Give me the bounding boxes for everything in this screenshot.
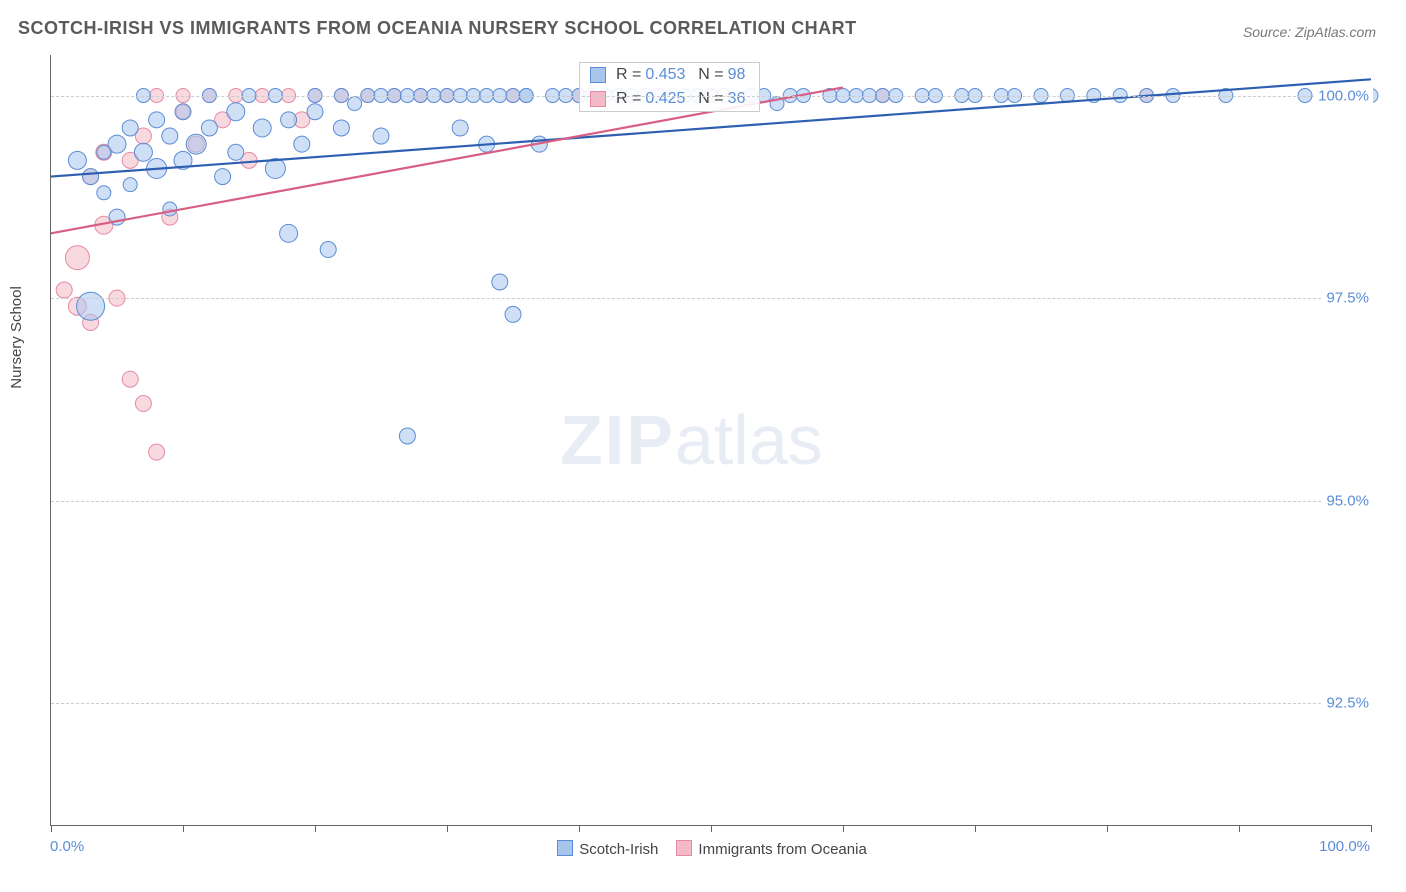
stats-r-value: 0.425	[645, 90, 685, 108]
x-tick	[51, 825, 52, 832]
data-point-oceania	[56, 282, 72, 298]
stats-n-label: N =	[698, 90, 723, 108]
data-point-scotch_irish	[162, 128, 178, 144]
y-tick-label: 95.0%	[1322, 492, 1373, 509]
data-point-oceania	[135, 396, 151, 412]
data-point-scotch_irish	[175, 104, 191, 120]
data-point-scotch_irish	[134, 143, 152, 161]
x-tick	[975, 825, 976, 832]
data-point-scotch_irish	[149, 112, 165, 128]
legend-swatch-scotch_irish-icon	[590, 67, 606, 83]
data-point-scotch_irish	[68, 151, 86, 169]
x-tick	[315, 825, 316, 832]
data-point-scotch_irish	[373, 128, 389, 144]
data-point-scotch_irish	[399, 428, 415, 444]
y-axis-title: Nursery School	[8, 286, 25, 389]
y-tick-label: 100.0%	[1314, 87, 1373, 104]
stats-n-value: 36	[728, 90, 746, 108]
data-point-scotch_irish	[492, 274, 508, 290]
data-point-scotch_irish	[215, 169, 231, 185]
data-point-oceania	[65, 246, 89, 270]
data-point-scotch_irish	[227, 103, 245, 121]
data-point-oceania	[122, 371, 138, 387]
gridline	[51, 298, 1371, 299]
data-point-scotch_irish	[97, 186, 111, 200]
x-tick	[183, 825, 184, 832]
data-point-scotch_irish	[123, 178, 137, 192]
legend-swatch-oceania-icon	[590, 91, 606, 107]
source-attribution: Source: ZipAtlas.com	[1243, 24, 1376, 40]
x-tick	[843, 825, 844, 832]
bottom-legend: Scotch-Irish Immigrants from Oceania	[0, 840, 1406, 858]
data-point-scotch_irish	[83, 169, 99, 185]
bottom-legend-swatch-scotch_irish-icon	[557, 840, 573, 856]
data-point-scotch_irish	[307, 104, 323, 120]
gridline	[51, 96, 1371, 97]
stats-r-label: R =	[616, 66, 641, 84]
gridline	[51, 703, 1371, 704]
stats-r-value: 0.453	[645, 66, 685, 84]
x-tick	[1239, 825, 1240, 832]
data-point-scotch_irish	[505, 306, 521, 322]
data-point-scotch_irish	[320, 242, 336, 258]
stats-row-scotch_irish: R = 0.453 N = 98	[580, 63, 759, 87]
gridline	[51, 501, 1371, 502]
y-tick-label: 97.5%	[1322, 290, 1373, 307]
data-point-oceania	[149, 444, 165, 460]
stats-legend-box: R = 0.453 N = 98R = 0.425 N = 36	[579, 62, 760, 112]
x-tick	[1371, 825, 1372, 832]
bottom-legend-label-oceania: Immigrants from Oceania	[698, 841, 866, 858]
data-point-scotch_irish	[228, 144, 244, 160]
chart-title: SCOTCH-IRISH VS IMMIGRANTS FROM OCEANIA …	[18, 18, 857, 39]
bottom-legend-swatch-oceania-icon	[676, 840, 692, 856]
x-tick	[711, 825, 712, 832]
x-tick	[447, 825, 448, 832]
stats-r-label: R =	[616, 90, 641, 108]
data-point-scotch_irish	[163, 202, 177, 216]
bottom-legend-label-scotch_irish: Scotch-Irish	[579, 841, 658, 858]
x-tick	[579, 825, 580, 832]
data-point-scotch_irish	[294, 136, 310, 152]
plot-area: R = 0.453 N = 98R = 0.425 N = 36 100.0%9…	[50, 55, 1371, 826]
scatter-svg	[51, 55, 1371, 825]
y-tick-label: 92.5%	[1322, 695, 1373, 712]
data-point-scotch_irish	[122, 120, 138, 136]
x-tick	[1107, 825, 1108, 832]
stats-n-value: 98	[728, 66, 746, 84]
data-point-scotch_irish	[186, 134, 206, 154]
data-point-scotch_irish	[333, 120, 349, 136]
data-point-scotch_irish	[201, 120, 217, 136]
data-point-scotch_irish	[253, 119, 271, 137]
data-point-scotch_irish	[77, 292, 105, 320]
data-point-scotch_irish	[280, 224, 298, 242]
data-point-scotch_irish	[348, 97, 362, 111]
data-point-scotch_irish	[108, 135, 126, 153]
stats-n-label: N =	[698, 66, 723, 84]
data-point-scotch_irish	[452, 120, 468, 136]
stats-row-oceania: R = 0.425 N = 36	[580, 87, 759, 111]
data-point-scotch_irish	[281, 112, 297, 128]
